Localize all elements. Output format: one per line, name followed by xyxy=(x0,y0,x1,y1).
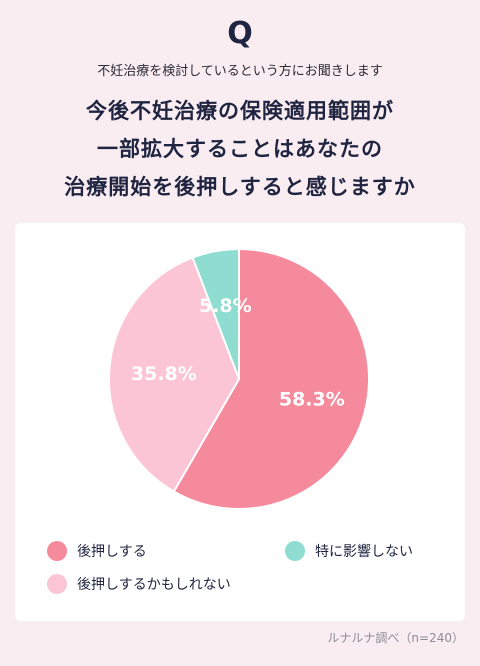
legend-swatch-maybe xyxy=(47,574,67,594)
question-line-1: 今後不妊治療の保険適用範囲が xyxy=(86,99,394,123)
legend-label-push: 後押しする xyxy=(77,544,147,560)
legend-item-push: 後押しする xyxy=(47,541,147,561)
question-intro: 不妊治療を検討しているという方にお聞きします xyxy=(97,64,383,79)
legend-swatch-push xyxy=(47,541,67,561)
question-line-3: 治療開始を後押しすると感じますか xyxy=(64,175,416,199)
pie-label-maybe: 35.8% xyxy=(131,363,197,385)
pie-slice-maybe xyxy=(108,256,241,493)
legend-label-maybe: 後押しするかもしれない xyxy=(77,577,231,593)
q-mark: Q xyxy=(227,16,253,51)
legend-item-maybe: 後押しするかもしれない xyxy=(47,574,231,594)
pie-slice-push xyxy=(172,247,370,510)
legend-label-no-effect: 特に影響しない xyxy=(315,544,413,560)
question-headline: 今後不妊治療の保険適用範囲が 一部拡大することはあなたの 治療開始を後押しすると… xyxy=(0,92,480,206)
chart-card: 58.3% 35.8% 5.8% 後押しする 特に影響しない 後押しするかもしれない xyxy=(15,223,465,621)
pie-slice-no-effect xyxy=(191,247,240,380)
pie-label-no-effect: 5.8% xyxy=(199,295,252,317)
legend-item-no-effect: 特に影響しない xyxy=(285,541,413,561)
source-note: ルナルナ調べ（n=240） xyxy=(327,631,464,645)
pie-chart: 58.3% 35.8% 5.8% xyxy=(108,247,370,510)
question-line-2: 一部拡大することはあなたの xyxy=(97,137,383,161)
pie-label-push: 58.3% xyxy=(279,389,345,411)
legend-swatch-no-effect xyxy=(285,541,305,561)
